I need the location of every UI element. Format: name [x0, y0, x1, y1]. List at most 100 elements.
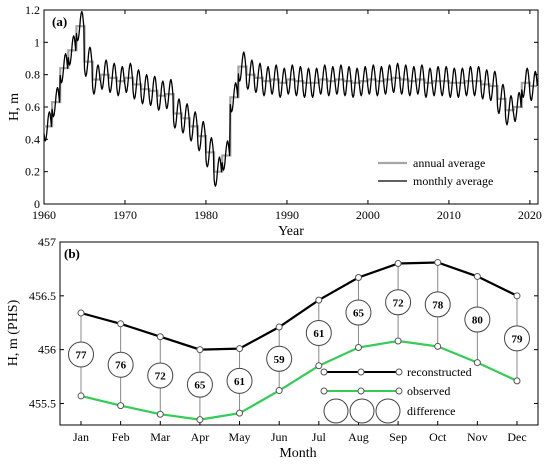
difference-circle	[107, 351, 134, 378]
difference-circle	[68, 341, 94, 368]
y-tick-label: 457	[38, 235, 56, 249]
x-tick-label: Apr	[191, 430, 210, 444]
y-tick-label: 456.5	[29, 289, 56, 303]
difference-circle	[464, 306, 491, 333]
observed-line	[80, 339, 518, 421]
reconstructed-point	[196, 346, 204, 354]
panel-b-legend: reconstructed observed difference	[320, 365, 472, 424]
reconstructed-point	[434, 258, 442, 266]
difference-value: 65	[353, 308, 365, 320]
panel-b: (b) 455.5 456 456.5 457 Jan Feb Mar Apr May Jun Ju…	[6, 235, 539, 461]
difference-value: 80	[472, 315, 484, 327]
panel-a: (a) 1960 1970 1980 1990 2000 2010 2020 0 0.2 0.4 0…	[7, 3, 542, 239]
legend-reconstructed-label: reconstructed	[407, 365, 472, 379]
y-tick-label: 0.4	[25, 132, 40, 146]
observed-point	[275, 387, 283, 395]
difference-value: 78	[432, 299, 444, 311]
legend-monthly-label: monthly average	[413, 174, 493, 188]
x-tick-label: Nov	[467, 430, 488, 444]
difference-value: 61	[313, 328, 324, 340]
x-tick-label: 2020	[518, 208, 542, 222]
legend-observed-marker	[357, 387, 365, 395]
difference-value: 76	[115, 360, 127, 372]
legend-reconstructed-marker	[320, 368, 328, 376]
reconstructed-point	[315, 296, 323, 304]
panel-b-label: (b)	[64, 246, 80, 261]
panel-a-y-axis-label: H, m	[7, 93, 22, 121]
difference-connectors	[80, 262, 518, 420]
x-tick-label: 1960	[32, 208, 56, 222]
x-tick-label: Feb	[112, 430, 130, 444]
observed-point	[315, 362, 323, 370]
difference-value: 79	[512, 333, 524, 345]
annual-average-series	[44, 25, 538, 173]
x-tick-label: 1990	[275, 208, 299, 222]
x-tick-label: May	[229, 430, 251, 444]
reconstructed-point	[473, 272, 481, 280]
reconstructed-point	[275, 323, 283, 331]
observed-point	[236, 409, 244, 417]
difference-value: 72	[393, 297, 405, 309]
panel-b-axes: 455.5 456 456.5 457 Jan Feb Mar Apr May Jun Jul Aug…	[29, 235, 538, 444]
difference-circle	[345, 299, 372, 326]
difference-circle	[385, 289, 412, 316]
difference-value: 77	[76, 349, 88, 361]
observed-point	[156, 410, 164, 418]
legend-difference-circle	[349, 398, 375, 424]
panel-a-label: (a)	[52, 14, 67, 29]
panel-a-legend: annual average monthly average	[378, 156, 493, 188]
x-tick-label: 2000	[356, 208, 380, 222]
legend-difference-circle	[323, 398, 349, 424]
difference-value: 65	[194, 380, 206, 392]
observed-point	[513, 377, 521, 385]
x-tick-label: Oct	[429, 430, 447, 444]
observed-point	[354, 343, 362, 351]
panel-a-axes: 1960 1970 1980 1990 2000 2010 2020 0 0.2 0.4 0.6 0.…	[25, 3, 542, 222]
y-tick-label: 0.2	[25, 165, 40, 179]
legend-reconstructed-marker	[395, 368, 403, 376]
difference-value: 59	[274, 354, 286, 366]
legend-difference-label: difference	[407, 404, 455, 418]
difference-circles: 77 76 72 65 61 59 61 65 72 78 80 79	[68, 289, 530, 398]
difference-circle	[424, 291, 451, 318]
difference-circle	[504, 325, 530, 352]
difference-circle	[266, 345, 293, 372]
x-tick-label: Aug	[348, 430, 369, 444]
reconstructed-point	[513, 292, 521, 300]
observed-point	[434, 342, 442, 350]
legend-annual-label: annual average	[413, 156, 485, 170]
y-tick-label: 1.2	[25, 3, 40, 17]
legend-observed-label: observed	[407, 384, 450, 398]
y-tick-label: 456	[38, 343, 56, 357]
difference-value: 61	[234, 376, 245, 388]
x-tick-label: Mar	[150, 430, 170, 444]
legend-observed-marker	[320, 387, 328, 395]
x-tick-label: Jun	[271, 430, 288, 444]
observed-point	[196, 416, 204, 424]
y-tick-label: 455.5	[29, 396, 56, 410]
x-tick-label: 1980	[194, 208, 218, 222]
x-tick-label: Jan	[73, 430, 89, 444]
difference-circle	[226, 367, 253, 394]
y-tick-label: 0.8	[25, 68, 40, 82]
panel-a-x-axis-label: Year	[278, 224, 304, 239]
y-tick-label: 0.6	[25, 100, 40, 114]
panel-b-frame	[59, 241, 539, 426]
monthly-average-line	[43, 10, 538, 187]
y-tick-label: 0	[34, 197, 40, 211]
reconstructed-point	[236, 345, 244, 353]
x-tick-label: Dec	[507, 430, 526, 444]
reconstructed-point	[354, 274, 362, 282]
y-tick-label: 1	[34, 35, 40, 49]
difference-value: 72	[155, 370, 167, 382]
legend-observed-marker	[395, 387, 403, 395]
observed-point	[117, 402, 125, 410]
reconstructed-point	[156, 333, 164, 341]
x-tick-label: Jul	[312, 430, 327, 444]
panel-b-x-axis-label: Month	[279, 446, 316, 461]
legend-reconstructed-marker	[357, 368, 365, 376]
reconstructed-point	[394, 260, 402, 268]
x-tick-label: 1970	[113, 208, 137, 222]
x-tick-label: Sep	[389, 430, 407, 444]
